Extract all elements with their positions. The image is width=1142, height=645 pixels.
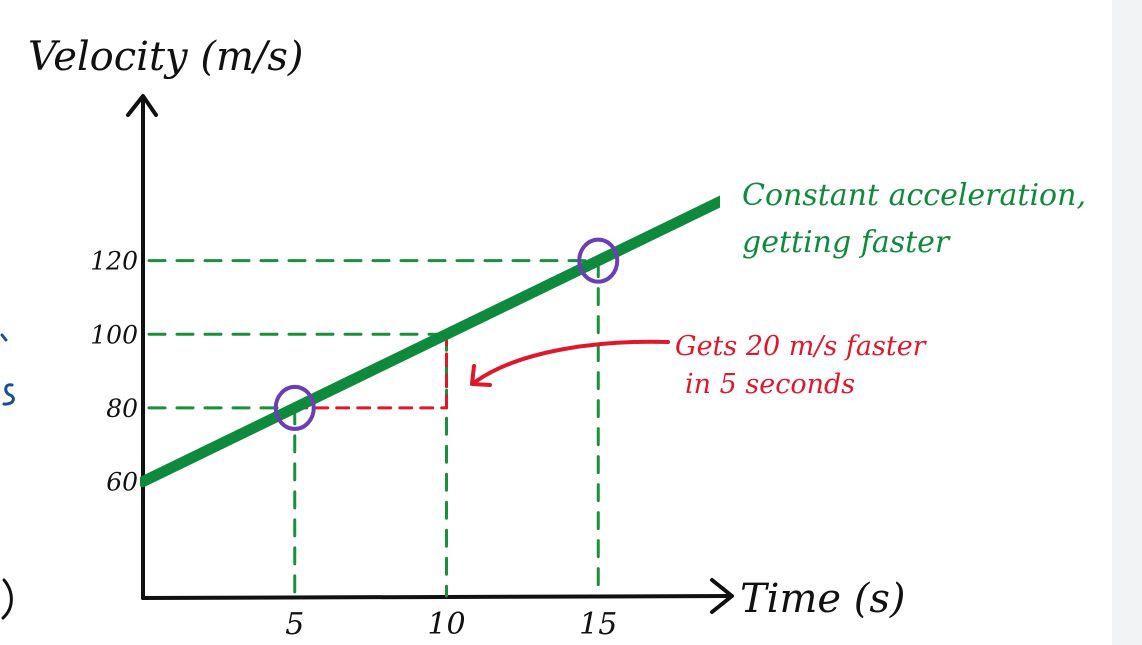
x-tick-label-10: 10 xyxy=(427,607,465,642)
change-guides xyxy=(293,332,448,410)
y-tick-labels: 60 80 100 120 xyxy=(90,247,138,497)
highlight-circle-1 xyxy=(577,237,620,284)
y-axis-title: Velocity (m/s) xyxy=(28,34,304,80)
cropped-left-stroke-2 xyxy=(2,383,15,406)
y-tick-label-100: 100 xyxy=(90,320,138,349)
change-annotation-2: in 5 seconds xyxy=(685,369,855,400)
change-arrow xyxy=(473,339,670,384)
x-axis-title: Time (s) xyxy=(740,576,906,622)
y-tick-label-120: 120 xyxy=(90,247,138,276)
y-tick-label-80: 80 xyxy=(106,394,138,423)
cropped-left-paren xyxy=(1,578,13,620)
highlight-circle-0 xyxy=(273,384,316,431)
series-line-0 xyxy=(140,195,720,488)
guide-lines xyxy=(147,259,600,598)
x-axis-arrowhead xyxy=(710,578,734,614)
y-axis-arrowhead xyxy=(126,94,158,117)
y-tick-label-60: 60 xyxy=(106,468,138,497)
change-annotation-1: Gets 20 m/s faster xyxy=(675,331,928,362)
line-annotation-1: Constant acceleration, xyxy=(742,178,1086,213)
highlight-circles xyxy=(273,237,620,431)
series-layer xyxy=(140,195,720,488)
x-tick-labels: 5 10 15 xyxy=(285,607,617,642)
x-tick-label-5: 5 xyxy=(285,607,304,642)
change-arrowhead xyxy=(470,364,492,387)
x-axis xyxy=(141,594,732,600)
window-edge xyxy=(1112,0,1142,645)
cropped-left-stroke-1 xyxy=(0,333,8,342)
x-tick-label-15: 15 xyxy=(579,607,617,642)
line-annotation-2: getting faster xyxy=(742,225,951,260)
